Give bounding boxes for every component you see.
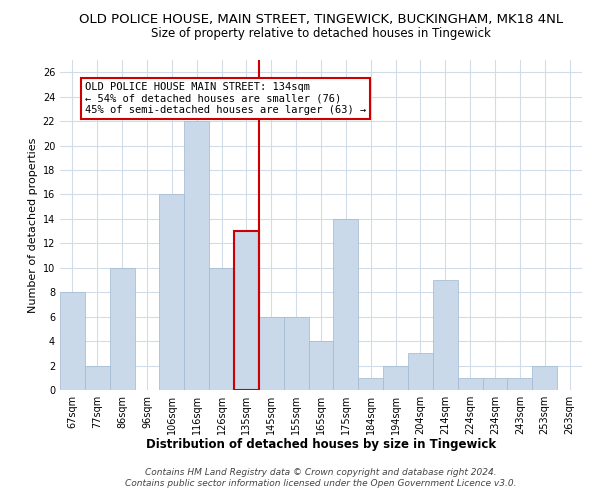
Bar (85, 366, 110, 390)
Bar (482, 378, 508, 390)
Bar (334, 219, 358, 390)
X-axis label: Distribution of detached houses by size in Tingewick: Distribution of detached houses by size … (146, 438, 496, 452)
Bar (184, 121, 209, 390)
Bar (284, 316, 308, 390)
Bar (60, 292, 85, 390)
Bar (209, 268, 234, 390)
Bar (458, 378, 482, 390)
Text: OLD POLICE HOUSE, MAIN STREET, TINGEWICK, BUCKINGHAM, MK18 4NL: OLD POLICE HOUSE, MAIN STREET, TINGEWICK… (79, 12, 563, 26)
Bar (234, 231, 259, 390)
Bar (433, 280, 458, 390)
Bar (308, 341, 334, 390)
Bar (383, 366, 408, 390)
Bar (508, 378, 532, 390)
Bar (259, 316, 284, 390)
Bar (358, 378, 383, 390)
Bar (160, 194, 184, 390)
Text: Contains HM Land Registry data © Crown copyright and database right 2024.
Contai: Contains HM Land Registry data © Crown c… (125, 468, 517, 487)
Text: Size of property relative to detached houses in Tingewick: Size of property relative to detached ho… (151, 28, 491, 40)
Text: OLD POLICE HOUSE MAIN STREET: 134sqm
← 54% of detached houses are smaller (76)
4: OLD POLICE HOUSE MAIN STREET: 134sqm ← 5… (85, 82, 366, 115)
Bar (408, 354, 433, 390)
Bar (532, 366, 557, 390)
Y-axis label: Number of detached properties: Number of detached properties (28, 138, 38, 312)
Bar (110, 268, 134, 390)
